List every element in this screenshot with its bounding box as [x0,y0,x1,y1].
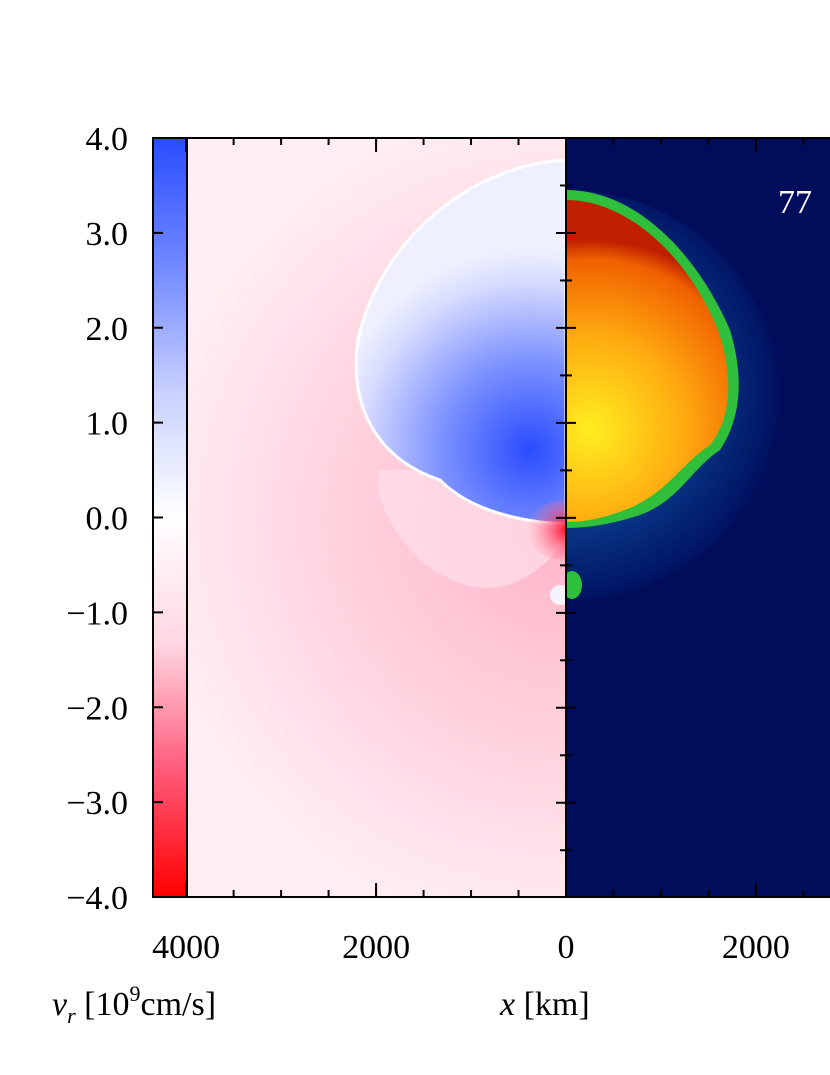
y-tick-label: −3.0 [66,785,128,822]
time-annotation: 77 [778,184,812,221]
y-tick-label: 1.0 [86,406,129,443]
velocity-panel [187,138,566,897]
label-part: [10 [76,986,130,1023]
y-tick-label: 2.0 [86,311,129,348]
x-axis-label: x [km] [499,986,590,1023]
label-part: [km] [515,986,590,1023]
y-tick-label: 0.0 [86,501,129,538]
x-tick-label: 2000 [722,929,790,966]
colorbar-label: vr [109cm/s] [52,981,216,1028]
y-tick-label: 3.0 [86,216,129,253]
composition-panel [566,138,830,897]
y-tick-label: −4.0 [66,880,128,917]
label-part: cm/s] [140,986,216,1023]
y-tick-label: −2.0 [66,690,128,727]
y-tick-label: 4.0 [86,121,129,158]
label-part: x [499,986,515,1023]
y-tick-label: −1.0 [66,595,128,632]
label-part: r [67,1003,76,1028]
label-part: 9 [129,981,140,1006]
x-tick-label: 4000 [152,929,220,966]
x-tick-label: 0 [558,929,575,966]
x-tick-label: 2000 [342,929,410,966]
label-part: v [52,986,68,1023]
